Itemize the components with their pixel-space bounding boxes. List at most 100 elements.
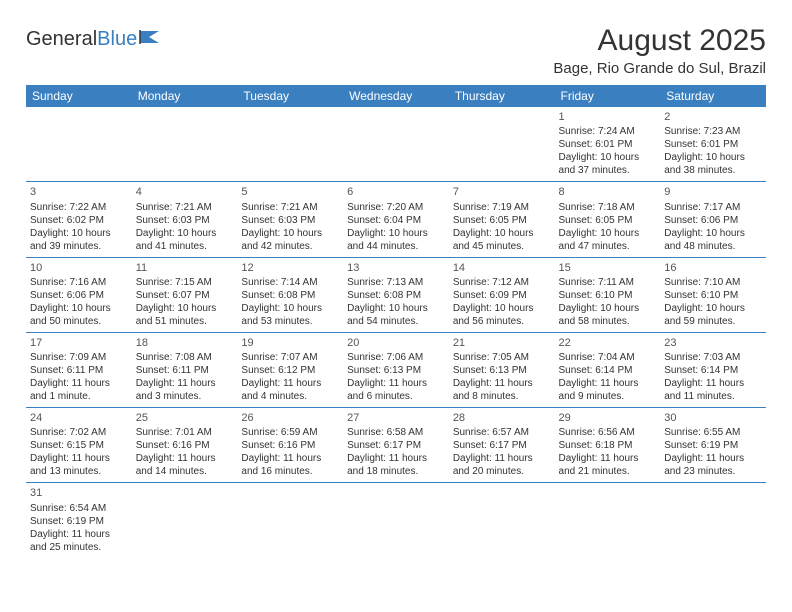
dl2-text: and 50 minutes. [30,315,128,328]
day-number: 6 [347,185,445,199]
day-number: 20 [347,336,445,350]
dl1-text: Daylight: 10 hours [559,151,657,164]
sunset-text: Sunset: 6:06 PM [664,214,762,227]
day-cell: 20Sunrise: 7:06 AMSunset: 6:13 PMDayligh… [343,332,449,407]
logo-text-blue: Blue [97,28,137,51]
sunset-text: Sunset: 6:07 PM [136,289,234,302]
dl2-text: and 41 minutes. [136,240,234,253]
day-number: 26 [241,411,339,425]
dl2-text: and 11 minutes. [664,390,762,403]
day-cell: 23Sunrise: 7:03 AMSunset: 6:14 PMDayligh… [660,332,766,407]
sunset-text: Sunset: 6:10 PM [664,289,762,302]
sunrise-text: Sunrise: 7:08 AM [136,351,234,364]
sunrise-text: Sunrise: 6:59 AM [241,426,339,439]
day-cell: 12Sunrise: 7:14 AMSunset: 6:08 PMDayligh… [237,257,343,332]
sunset-text: Sunset: 6:16 PM [241,439,339,452]
dl1-text: Daylight: 10 hours [347,302,445,315]
dl1-text: Daylight: 11 hours [347,377,445,390]
dl2-text: and 45 minutes. [453,240,551,253]
dl1-text: Daylight: 10 hours [664,227,762,240]
dl1-text: Daylight: 11 hours [241,452,339,465]
day-cell [343,483,449,558]
day-cell: 8Sunrise: 7:18 AMSunset: 6:05 PMDaylight… [555,182,661,257]
sunset-text: Sunset: 6:04 PM [347,214,445,227]
sunset-text: Sunset: 6:09 PM [453,289,551,302]
dl2-text: and 56 minutes. [453,315,551,328]
sunrise-text: Sunrise: 6:58 AM [347,426,445,439]
day-number: 18 [136,336,234,350]
dl2-text: and 42 minutes. [241,240,339,253]
dl2-text: and 44 minutes. [347,240,445,253]
week-row: 1Sunrise: 7:24 AMSunset: 6:01 PMDaylight… [26,107,766,182]
sunset-text: Sunset: 6:11 PM [30,364,128,377]
dl2-text: and 54 minutes. [347,315,445,328]
day-number: 25 [136,411,234,425]
day-number: 1 [559,110,657,124]
day-number: 23 [664,336,762,350]
day-header-row: SundayMondayTuesdayWednesdayThursdayFrid… [26,85,766,107]
day-cell [660,483,766,558]
dl1-text: Daylight: 11 hours [30,452,128,465]
dl2-text: and 39 minutes. [30,240,128,253]
sunset-text: Sunset: 6:17 PM [453,439,551,452]
dl2-text: and 9 minutes. [559,390,657,403]
day-header: Thursday [449,85,555,107]
sunrise-text: Sunrise: 7:01 AM [136,426,234,439]
sunrise-text: Sunrise: 7:22 AM [30,201,128,214]
day-cell: 14Sunrise: 7:12 AMSunset: 6:09 PMDayligh… [449,257,555,332]
sunrise-text: Sunrise: 7:13 AM [347,276,445,289]
day-cell: 1Sunrise: 7:24 AMSunset: 6:01 PMDaylight… [555,107,661,182]
day-number: 27 [347,411,445,425]
week-row: 10Sunrise: 7:16 AMSunset: 6:06 PMDayligh… [26,257,766,332]
day-number: 10 [30,261,128,275]
day-number: 2 [664,110,762,124]
sunrise-text: Sunrise: 7:14 AM [241,276,339,289]
sunrise-text: Sunrise: 7:23 AM [664,125,762,138]
dl2-text: and 4 minutes. [241,390,339,403]
day-number: 19 [241,336,339,350]
day-cell [132,107,238,182]
dl1-text: Daylight: 10 hours [559,227,657,240]
day-cell: 2Sunrise: 7:23 AMSunset: 6:01 PMDaylight… [660,107,766,182]
dl2-text: and 37 minutes. [559,164,657,177]
day-header: Friday [555,85,661,107]
dl1-text: Daylight: 11 hours [30,377,128,390]
day-cell: 30Sunrise: 6:55 AMSunset: 6:19 PMDayligh… [660,408,766,483]
sunrise-text: Sunrise: 7:21 AM [241,201,339,214]
day-cell: 17Sunrise: 7:09 AMSunset: 6:11 PMDayligh… [26,332,132,407]
month-title: August 2025 [553,24,766,58]
dl1-text: Daylight: 10 hours [453,302,551,315]
day-number: 15 [559,261,657,275]
dl1-text: Daylight: 11 hours [664,452,762,465]
day-cell: 19Sunrise: 7:07 AMSunset: 6:12 PMDayligh… [237,332,343,407]
day-header: Sunday [26,85,132,107]
week-row: 31Sunrise: 6:54 AMSunset: 6:19 PMDayligh… [26,483,766,558]
sunrise-text: Sunrise: 7:24 AM [559,125,657,138]
sunrise-text: Sunrise: 7:12 AM [453,276,551,289]
dl2-text: and 13 minutes. [30,465,128,478]
dl1-text: Daylight: 11 hours [664,377,762,390]
day-number: 7 [453,185,551,199]
dl1-text: Daylight: 10 hours [347,227,445,240]
sunset-text: Sunset: 6:08 PM [241,289,339,302]
dl1-text: Daylight: 11 hours [453,377,551,390]
day-cell: 9Sunrise: 7:17 AMSunset: 6:06 PMDaylight… [660,182,766,257]
day-cell: 13Sunrise: 7:13 AMSunset: 6:08 PMDayligh… [343,257,449,332]
sunrise-text: Sunrise: 6:54 AM [30,502,128,515]
day-cell [555,483,661,558]
dl1-text: Daylight: 10 hours [30,227,128,240]
day-number: 4 [136,185,234,199]
day-number: 28 [453,411,551,425]
sunset-text: Sunset: 6:12 PM [241,364,339,377]
dl1-text: Daylight: 10 hours [241,227,339,240]
day-header: Wednesday [343,85,449,107]
dl2-text: and 6 minutes. [347,390,445,403]
day-number: 21 [453,336,551,350]
dl2-text: and 20 minutes. [453,465,551,478]
week-row: 17Sunrise: 7:09 AMSunset: 6:11 PMDayligh… [26,332,766,407]
day-header: Tuesday [237,85,343,107]
day-cell: 10Sunrise: 7:16 AMSunset: 6:06 PMDayligh… [26,257,132,332]
day-cell: 27Sunrise: 6:58 AMSunset: 6:17 PMDayligh… [343,408,449,483]
sunrise-text: Sunrise: 7:02 AM [30,426,128,439]
day-cell [237,483,343,558]
